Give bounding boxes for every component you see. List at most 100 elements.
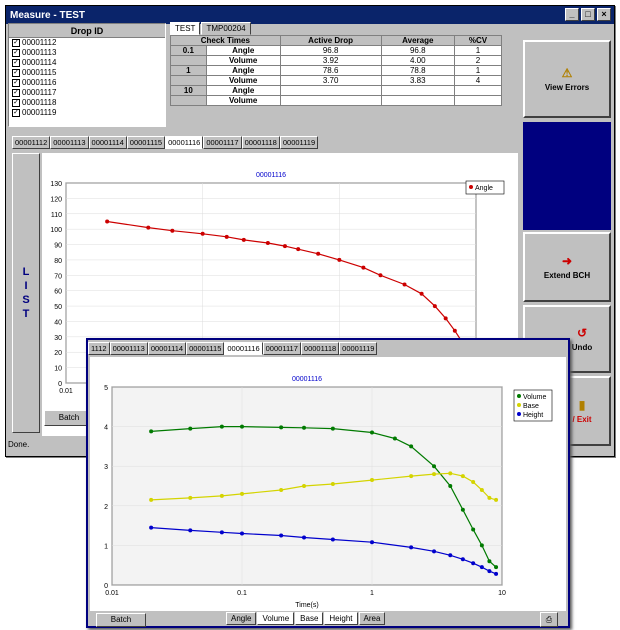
- table-cell: [453, 85, 503, 96]
- data-point: [494, 571, 499, 576]
- drop-tab[interactable]: 00001114: [147, 342, 187, 355]
- data-point: [219, 493, 224, 498]
- legend: [465, 180, 505, 195]
- drop-item[interactable]: ✓ 00001119: [9, 108, 165, 118]
- data-point: [448, 471, 453, 476]
- data-point: [448, 553, 453, 558]
- chart-title: 00001116: [256, 172, 286, 179]
- col-check-times: Check Times: [170, 35, 281, 46]
- drop-item[interactable]: ✓ 00001112: [9, 38, 165, 48]
- minimize-button[interactable]: _: [565, 8, 579, 21]
- drop-tab[interactable]: 00001115: [186, 342, 225, 355]
- legend-marker: [517, 403, 521, 407]
- checkbox[interactable]: ✓: [12, 109, 20, 117]
- data-point: [432, 304, 437, 309]
- drop-tab[interactable]: 00001114: [88, 136, 127, 149]
- maximize-button[interactable]: □: [581, 8, 595, 21]
- checkbox[interactable]: ✓: [12, 59, 20, 67]
- measure-tab[interactable]: Height: [324, 612, 358, 625]
- data-point: [149, 525, 154, 530]
- drop-tab[interactable]: 00001112: [12, 136, 51, 149]
- y-tick-label: 120: [50, 196, 62, 203]
- drop-item-label: 00001117: [22, 88, 57, 97]
- y-tick-label: 80: [54, 258, 62, 265]
- data-point: [402, 282, 407, 287]
- close-button[interactable]: ×: [597, 8, 611, 21]
- drop-tab[interactable]: 00001115: [126, 136, 166, 149]
- view-errors-button[interactable]: ⚠ View Errors: [523, 40, 611, 118]
- drop-tab[interactable]: 00001117: [203, 136, 242, 149]
- table-row: Volume 3.92 4.00 2: [170, 55, 503, 66]
- series-line-base: [151, 472, 497, 501]
- table-cell: 96.8: [279, 45, 382, 56]
- front-batch-button[interactable]: Batch: [96, 613, 146, 627]
- legend-marker: [517, 394, 521, 398]
- drop-item[interactable]: ✓ 00001114: [9, 58, 165, 68]
- table-cell: 10: [170, 85, 207, 96]
- checkbox[interactable]: ✓: [12, 99, 20, 107]
- checkbox[interactable]: ✓: [12, 69, 20, 77]
- drop-item[interactable]: ✓ 00001113: [9, 48, 165, 58]
- drop-tab[interactable]: 00001116: [224, 342, 263, 355]
- x-axis-label: Time(s): [295, 602, 318, 609]
- drop-item[interactable]: ✓ 00001115: [9, 68, 165, 78]
- checkbox[interactable]: ✓: [12, 49, 20, 57]
- legend-label: Angle: [475, 185, 493, 192]
- data-point: [330, 482, 335, 487]
- undo-icon: ↺: [576, 326, 588, 340]
- front-chart-window: 1112 00001113 00001114 00001115 00001116 0000…: [86, 338, 570, 628]
- data-point: [302, 425, 307, 430]
- drop-item[interactable]: ✓ 00001117: [9, 88, 165, 98]
- front-drop-tabs: 1112 00001113 00001114 00001115 00001116 0000…: [88, 342, 378, 355]
- tab-tmp00204[interactable]: TMP00204: [201, 22, 251, 35]
- extend-bch-button[interactable]: ➜ Extend BCH: [523, 232, 611, 302]
- measure-tab[interactable]: Area: [358, 612, 386, 625]
- table-cell: Angle: [205, 85, 281, 96]
- data-point: [265, 241, 270, 245]
- y-tick-label: 4: [104, 425, 108, 432]
- table-cell: 3.70: [279, 75, 382, 86]
- y-tick-label: 2: [104, 504, 108, 511]
- drop-tab[interactable]: 00001117: [262, 342, 301, 355]
- volume-plot-area: 0 1 2 3 4 5 0.01 0.1 1 10 00001116 Time(s) Volume Bas…: [90, 357, 566, 611]
- data-point: [224, 234, 229, 239]
- y-tick-label: 50: [54, 304, 62, 311]
- print-button[interactable]: ⎙: [540, 612, 558, 627]
- drop-tab[interactable]: 00001119: [339, 342, 378, 355]
- drop-tab[interactable]: 00001116: [165, 136, 204, 149]
- list-letter: I: [24, 280, 28, 292]
- drop-tab[interactable]: 00001113: [50, 136, 89, 149]
- measure-tab[interactable]: Base: [295, 612, 324, 625]
- drop-tab[interactable]: 1112: [88, 342, 110, 355]
- data-point: [419, 291, 424, 296]
- y-tick-label: 3: [104, 464, 108, 471]
- table-cell: [380, 95, 455, 106]
- data-point: [378, 273, 383, 278]
- drop-tab[interactable]: 00001113: [109, 342, 148, 355]
- col-average: Average: [380, 35, 455, 46]
- drop-tab[interactable]: 00001119: [279, 136, 319, 149]
- data-point: [316, 251, 321, 256]
- legend-label: Volume: [523, 394, 546, 401]
- data-point: [241, 237, 246, 242]
- measure-tab[interactable]: Angle: [226, 612, 257, 625]
- measure-tab[interactable]: Volume: [257, 612, 295, 625]
- col-cv: %CV: [453, 35, 503, 46]
- data-point: [460, 474, 465, 479]
- table-row: 10 Angle: [170, 85, 503, 96]
- drop-item[interactable]: ✓ 00001116: [9, 78, 165, 88]
- table-cell: 3.83: [380, 75, 455, 86]
- batch-button[interactable]: Batch: [44, 410, 94, 426]
- y-tick-label: 40: [54, 319, 62, 326]
- legend-label: Base: [523, 403, 539, 410]
- checkbox[interactable]: ✓: [12, 39, 20, 47]
- checkbox[interactable]: ✓: [12, 89, 20, 97]
- checkbox[interactable]: ✓: [12, 79, 20, 87]
- drop-tab[interactable]: 00001118: [300, 342, 340, 355]
- list-letter: S: [22, 294, 30, 306]
- measure-tabs: Angle Volume Base Height Area: [226, 612, 386, 625]
- tab-test[interactable]: TEST: [170, 22, 201, 35]
- drop-item[interactable]: ✓ 00001118: [9, 98, 165, 108]
- drop-tab[interactable]: 00001118: [241, 136, 280, 149]
